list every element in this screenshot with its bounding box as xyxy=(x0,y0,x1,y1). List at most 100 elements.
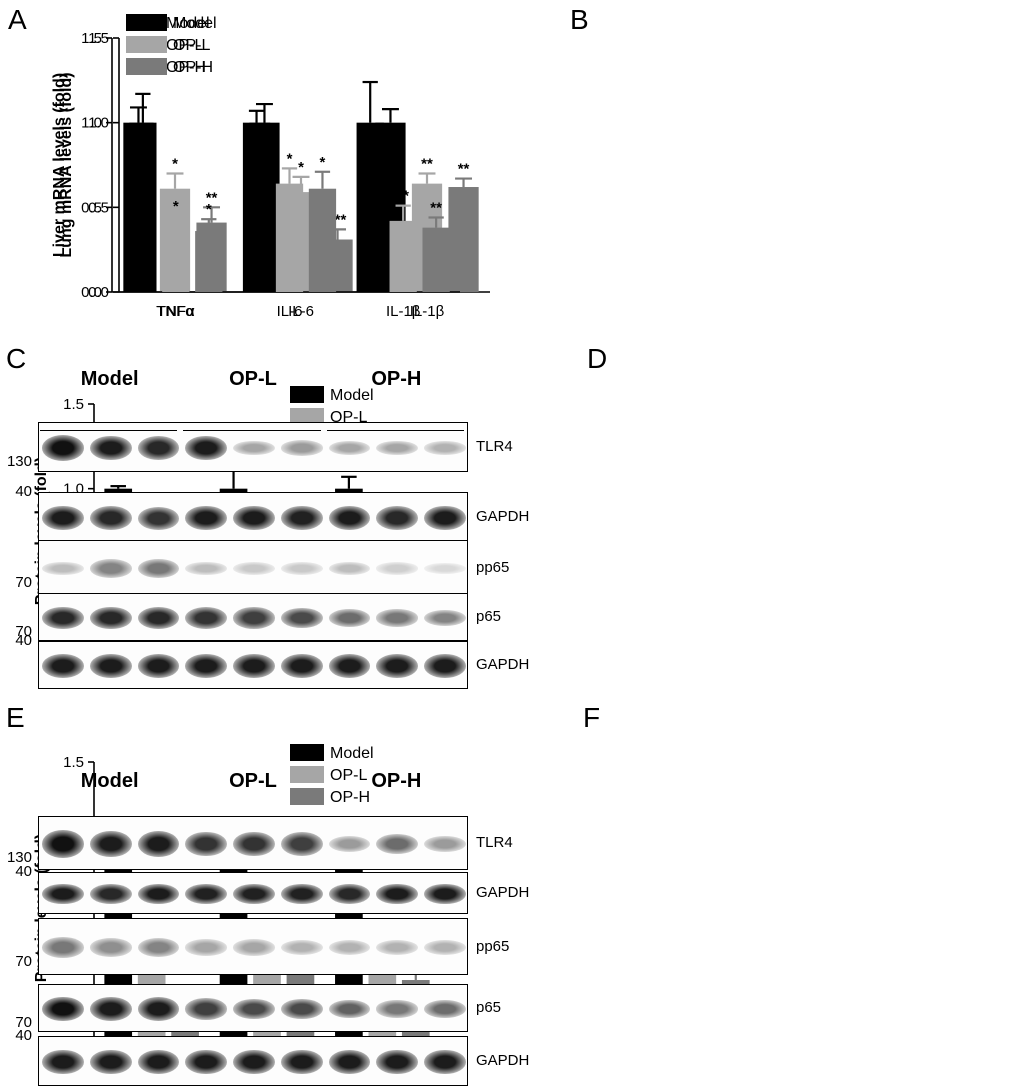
blot-group-label: Model xyxy=(80,770,139,792)
significance-label: ** xyxy=(421,155,433,172)
blot-band xyxy=(328,505,371,531)
blot-group-line xyxy=(326,430,464,431)
blot-band xyxy=(376,833,419,855)
blot-band xyxy=(233,939,275,956)
molecular-weight-label: 40 xyxy=(15,1027,32,1044)
blot-band xyxy=(42,654,84,678)
blot-band xyxy=(280,1049,323,1075)
blot-band xyxy=(280,832,323,856)
x-tick-label: IL-6 xyxy=(288,303,314,320)
blot-band xyxy=(328,609,371,627)
panel-letter-e: E xyxy=(6,702,25,733)
blot-band xyxy=(233,440,275,456)
blot-band xyxy=(137,937,180,958)
blot-band xyxy=(376,440,419,456)
blot-strip xyxy=(38,918,468,975)
blot-band xyxy=(89,830,132,858)
legend-label: Model xyxy=(330,745,374,762)
significance-label: * xyxy=(287,150,293,167)
protein-name-label: TLR4 xyxy=(476,834,513,851)
panel-letter-d: D xyxy=(587,343,608,374)
protein-name-label: TLR4 xyxy=(476,438,513,455)
y-tick-label: 0.0 xyxy=(88,284,109,301)
blot-band xyxy=(42,1049,84,1075)
blot-band xyxy=(328,1049,371,1075)
blot-band xyxy=(137,883,180,905)
blot-band xyxy=(424,609,466,627)
protein-name-label: pp65 xyxy=(476,937,510,955)
legend-label: OP-L xyxy=(173,37,210,54)
blot-band xyxy=(424,505,466,531)
legend-swatch xyxy=(133,36,167,53)
chart-protein-e: 0.00.51.01.5Protein levels (fold)*****TL… xyxy=(33,744,440,1082)
bar xyxy=(129,122,157,293)
blot-strip xyxy=(38,816,468,870)
blot-band xyxy=(89,559,132,578)
blot-band xyxy=(233,607,275,629)
blot-band xyxy=(424,1049,466,1075)
western-blot-c: Model OP-L OP-H 130 TLR4 40 GAPDH 70 pp65 70 p65 40… xyxy=(0,340,570,690)
blot-band xyxy=(233,998,275,1020)
blot-band xyxy=(328,883,371,905)
protein-name-label: GAPDH xyxy=(476,1052,530,1069)
significance-label: ** xyxy=(397,188,409,205)
blot-band xyxy=(424,835,466,853)
y-axis-label: Liver mRNA levels (fold) xyxy=(51,73,68,257)
blot-band xyxy=(137,654,180,678)
blot-band xyxy=(280,505,323,531)
protein-name-label: pp65 xyxy=(476,558,510,576)
significance-label: * xyxy=(172,155,178,172)
bar xyxy=(356,122,384,293)
blot-band xyxy=(89,938,132,957)
blot-strip xyxy=(38,492,468,542)
western-blot-e: Model OP-L OP-H 130 TLR4 40 GAPDH 70 pp65 70 p65 40… xyxy=(0,430,570,1090)
legend-swatch xyxy=(133,58,167,75)
legend-swatch xyxy=(290,766,324,783)
blot-band xyxy=(280,607,323,629)
blot-strip xyxy=(38,872,468,914)
y-tick-label: 1.5 xyxy=(63,396,84,413)
y-tick-label: 0.5 xyxy=(88,199,109,216)
x-tick-label: IL-1β xyxy=(386,303,421,320)
blot-band xyxy=(137,606,180,630)
blot-group-line xyxy=(183,430,321,431)
blot-band xyxy=(89,435,132,461)
blot-band xyxy=(233,1049,275,1075)
blot-band xyxy=(233,883,275,905)
bar xyxy=(448,187,479,292)
blot-group-line xyxy=(40,430,178,431)
panel-letter-c: C xyxy=(6,343,27,374)
legend-label: OP-H xyxy=(173,59,213,76)
legend-swatch xyxy=(290,386,324,403)
blot-band xyxy=(42,505,84,531)
blot-band xyxy=(89,606,132,630)
blot-band xyxy=(280,998,323,1020)
blot-group-label: OP-L xyxy=(229,368,277,390)
blot-band xyxy=(328,835,371,853)
blot-band xyxy=(376,883,419,905)
y-tick-label: 1.5 xyxy=(63,754,84,771)
blot-group-label: OP-L xyxy=(229,770,277,792)
blot-band xyxy=(137,1049,180,1075)
blot-band xyxy=(185,1049,228,1075)
blot-band xyxy=(185,561,228,576)
blot-band xyxy=(280,562,323,575)
protein-name-label: GAPDH xyxy=(476,884,530,901)
blot-band xyxy=(376,609,419,627)
legend-label: OP-L xyxy=(330,409,367,426)
blot-strip xyxy=(38,984,468,1032)
legend-swatch xyxy=(290,408,324,425)
molecular-weight-label: 40 xyxy=(15,483,32,500)
blot-band xyxy=(89,883,132,905)
blot-band xyxy=(376,1049,419,1075)
blot-band xyxy=(328,939,371,956)
panel-letter-b: B xyxy=(570,4,589,35)
blot-band xyxy=(42,996,84,1022)
protein-name-label: GAPDH xyxy=(476,508,530,525)
y-tick-label: 1.0 xyxy=(81,115,102,132)
x-tick-label: IL-6 xyxy=(277,303,303,320)
blot-band xyxy=(424,1000,466,1018)
blot-band xyxy=(42,435,84,461)
molecular-weight-label: 40 xyxy=(15,863,32,880)
